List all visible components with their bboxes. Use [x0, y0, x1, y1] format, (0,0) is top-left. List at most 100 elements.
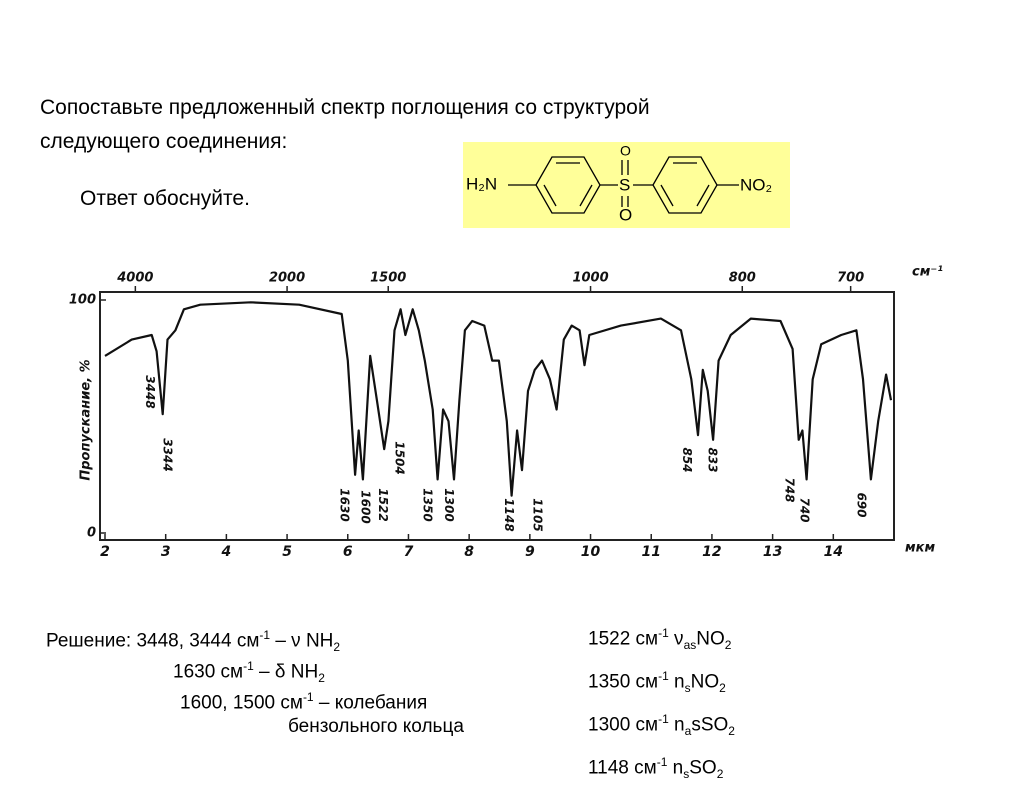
solution-line: Решение: 3448, 3444 см-1 – ν NH2	[46, 620, 340, 662]
text: 2	[719, 681, 726, 696]
y-axis-label: Пропускание, %	[79, 359, 94, 480]
solution-line: 1600, 1500 см-1 – колебания	[180, 682, 427, 718]
bond	[696, 184, 710, 207]
text: 2	[318, 671, 325, 686]
x2-axis-label: см⁻¹	[912, 265, 943, 280]
text: 1630 см	[173, 661, 244, 683]
text: – δ NH	[253, 661, 319, 683]
peak-label: 748	[783, 477, 797, 502]
question-line: следующего соединения:	[40, 130, 288, 153]
y-tick-label: 0	[87, 526, 96, 541]
solution-line: бензольного кольца	[288, 712, 464, 742]
text: NO	[696, 628, 725, 650]
text: as	[683, 638, 697, 653]
plot-frame	[99, 291, 895, 541]
text: NO	[690, 671, 720, 693]
text: 2	[716, 767, 724, 782]
text: -1	[259, 628, 271, 642]
x2-tick-label: 2000	[269, 271, 305, 286]
peak-label: 854	[680, 447, 694, 472]
x-tick-label: 7	[404, 544, 414, 560]
text: – ν NH	[270, 630, 334, 652]
text: 1600, 1500 см	[180, 692, 303, 714]
x-tick-label: 5	[282, 544, 292, 560]
question-line: Сопоставьте предложенный спектр поглощен…	[40, 96, 650, 119]
spectrum-curve	[104, 301, 893, 497]
text: 1522 см	[588, 628, 659, 650]
oxygen: O	[619, 205, 632, 224]
x-tick-label: 11	[641, 544, 660, 560]
text: -1	[658, 712, 669, 727]
peak-label: 1350	[421, 488, 435, 521]
peak-label: 1105	[530, 498, 544, 531]
text: 2	[728, 724, 735, 739]
bond	[543, 184, 557, 207]
x2-tick-label: 700	[837, 271, 864, 286]
oxygen: O	[620, 143, 631, 159]
peak-label: 1300	[442, 488, 456, 521]
x-tick-label: 4	[221, 544, 232, 560]
peak-label: 1630	[337, 488, 351, 521]
solution-line: 1630 см-1 – δ NH2	[173, 651, 325, 693]
x-tick-label: 3	[161, 544, 171, 560]
sulfur: S	[619, 175, 630, 194]
text: a	[684, 724, 692, 739]
x-tick-label: 13	[763, 544, 782, 560]
x-axis-label: мкм	[905, 541, 935, 556]
text: 2	[333, 640, 341, 655]
x-tick-label: 6	[343, 544, 353, 560]
peak-label: 1600	[358, 490, 372, 523]
question-note: Ответ обоснуйте.	[80, 187, 250, 210]
solution-column: 1522 см-1 νasNO2 1350 см-1 nsNO2 1300 см-1…	[588, 618, 735, 791]
x-tick-label: 8	[464, 544, 474, 560]
text: n	[668, 714, 685, 736]
text: -1	[243, 659, 254, 673]
bond	[660, 184, 674, 207]
x2-tick-label: 800	[729, 271, 756, 286]
peak-label: 3344	[161, 438, 175, 471]
x2-tick-label: 1500	[370, 271, 406, 286]
text: 1350 см	[588, 671, 659, 693]
text: -1	[658, 626, 669, 640]
amine-group: H₂N	[466, 174, 497, 193]
peak-label: 3448	[143, 375, 157, 408]
text: n	[668, 671, 685, 693]
text: Решение: 3448, 3444 см	[46, 630, 260, 652]
text: 1300 см	[588, 714, 659, 736]
text: – колебания	[313, 692, 428, 714]
peak-label: 833	[706, 447, 720, 472]
x-tick-label: 10	[581, 544, 601, 560]
peak-label: 690	[855, 492, 869, 517]
solution-line: 1522 см-1 νasNO2	[588, 618, 735, 661]
solution-line: 1148 см-1 nsSO2	[588, 747, 735, 790]
x-tick-label: 2	[100, 544, 110, 560]
nitro-group: NO₂	[740, 175, 772, 194]
x-tick-label: 9	[525, 544, 535, 560]
peak-label: 1148	[502, 498, 516, 531]
peak-label: 1504	[393, 441, 407, 474]
text: SO	[689, 757, 717, 779]
peak-label: 1522	[376, 488, 390, 521]
text: 1148 см	[588, 757, 657, 779]
solution-line: 1300 см-1 nasSO2	[588, 704, 735, 747]
text: -1	[658, 669, 669, 684]
peak-label: 740	[797, 497, 811, 522]
text: sSO	[691, 714, 729, 736]
y-tick-label: 100	[69, 293, 96, 308]
text: 2	[724, 638, 732, 653]
structure: H₂N S O O NO₂	[463, 142, 790, 228]
solution-line: 1350 см-1 nsNO2	[588, 661, 735, 704]
text: n	[667, 757, 684, 779]
slide: Сопоставьте предложенный спектр поглощен…	[40, 96, 944, 782]
x-tick-label: 12	[702, 544, 721, 560]
text: -1	[656, 755, 668, 770]
text: -1	[302, 690, 314, 704]
x-tick-label: 14	[824, 544, 843, 560]
bond	[579, 184, 593, 207]
x2-tick-label: 1000	[572, 271, 608, 286]
text: ν	[668, 628, 684, 650]
spectrum-chart: мкм см⁻¹ Пропускание, % 2 3 4 5 6 7 8 9 10 11 12 13…	[69, 265, 943, 561]
x2-tick-label: 4000	[116, 271, 153, 286]
text: бензольного кольца	[288, 716, 464, 737]
text: s	[684, 681, 691, 696]
